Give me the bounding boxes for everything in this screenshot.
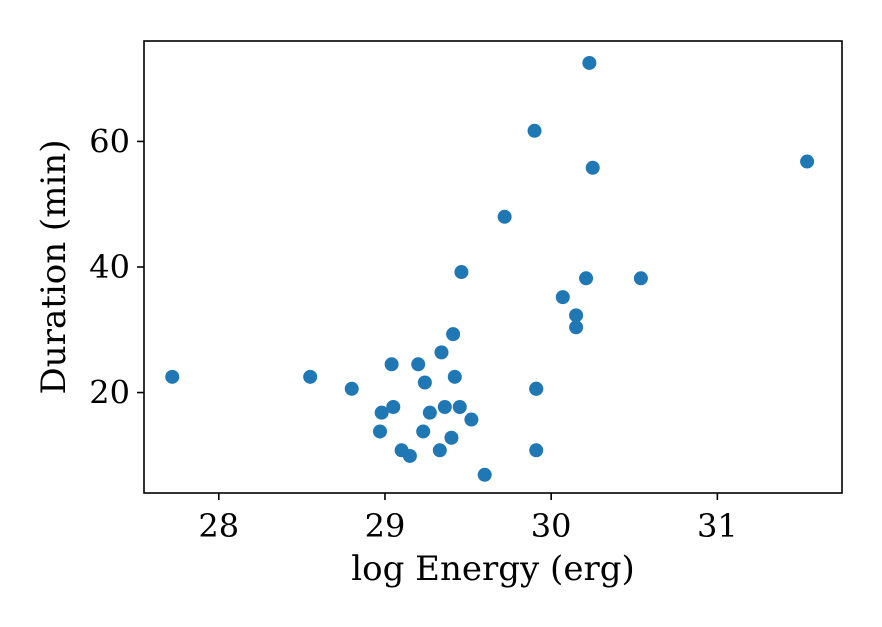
data-point <box>497 209 512 224</box>
data-point <box>437 399 452 414</box>
data-point <box>434 345 449 360</box>
data-point <box>386 399 401 414</box>
data-point <box>384 357 399 372</box>
y-tick-label: 20 <box>89 374 130 412</box>
data-point <box>416 424 431 439</box>
data-point <box>555 290 570 305</box>
data-point <box>582 55 597 70</box>
data-point <box>411 357 426 372</box>
data-point <box>477 467 492 482</box>
data-point <box>417 375 432 390</box>
x-tick-label: 28 <box>198 507 239 545</box>
data-point <box>579 271 594 286</box>
x-axis-label: log Energy (erg) <box>351 549 634 589</box>
data-point <box>569 320 584 335</box>
data-point <box>446 327 461 342</box>
data-point <box>422 405 437 420</box>
data-point <box>374 405 389 420</box>
data-point <box>165 369 180 384</box>
data-point <box>529 381 544 396</box>
x-tick-label: 30 <box>531 507 572 545</box>
data-point <box>444 430 459 445</box>
x-axis-ticks: 28 29 30 31 <box>198 493 738 545</box>
data-point <box>432 443 447 458</box>
y-tick-label: 40 <box>89 248 130 286</box>
data-point <box>303 369 318 384</box>
data-point <box>402 448 417 463</box>
data-point <box>447 369 462 384</box>
data-point <box>452 399 467 414</box>
y-axis-ticks: 20 40 60 <box>89 122 144 412</box>
data-point <box>464 412 479 427</box>
data-point <box>800 154 815 169</box>
data-points <box>165 55 815 482</box>
y-axis-label: Duration (min) <box>34 140 74 395</box>
plot-area <box>143 40 843 494</box>
y-tick-label: 60 <box>89 122 130 160</box>
data-point <box>344 381 359 396</box>
data-point <box>529 443 544 458</box>
data-point <box>569 308 584 323</box>
data-point <box>633 271 648 286</box>
x-tick-label: 29 <box>365 507 406 545</box>
data-point <box>527 123 542 138</box>
x-tick-label: 31 <box>697 507 738 545</box>
data-point <box>585 160 600 175</box>
data-point <box>372 424 387 439</box>
data-point <box>454 265 469 280</box>
